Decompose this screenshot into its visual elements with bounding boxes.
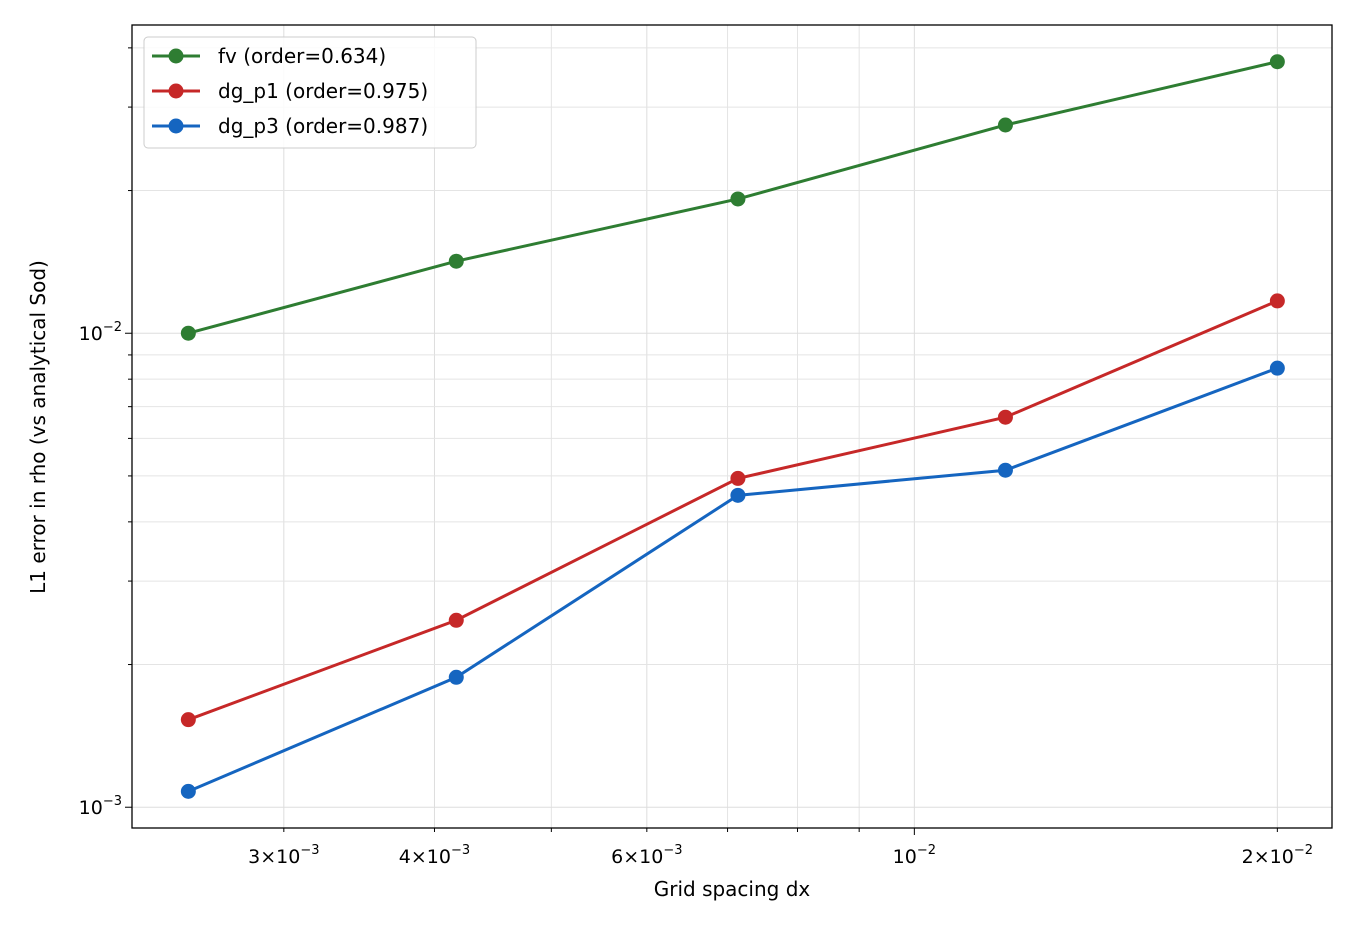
data-point <box>180 712 196 728</box>
plot-frame <box>131 24 1333 829</box>
series-line-1 <box>187 299 1278 722</box>
x-tick-label: 10−2 <box>893 843 936 868</box>
legend-marker <box>168 83 184 99</box>
legend: fv (order=0.634) dg_p1 (order=0.975) dg_p3… <box>143 36 477 149</box>
data-point <box>730 487 746 503</box>
y-tick-label: 10−2 <box>79 320 122 345</box>
legend-marker <box>168 48 184 64</box>
x-axis-label: Grid spacing dx <box>654 877 811 901</box>
data-point <box>448 612 464 628</box>
x-tick-label: 3×10−3 <box>248 843 319 868</box>
data-point <box>1269 293 1285 309</box>
data-point <box>448 669 464 685</box>
data-point <box>997 462 1013 478</box>
y-tick-label: 10−3 <box>79 794 122 819</box>
legend-label: fv (order=0.634) <box>218 44 386 68</box>
data-point <box>1269 54 1285 70</box>
series-line-2 <box>187 366 1278 793</box>
grid <box>132 25 1332 828</box>
data-point <box>448 253 464 269</box>
x-tick-label: 6×10−3 <box>611 843 682 868</box>
legend-marker <box>168 118 184 134</box>
data-point <box>730 191 746 207</box>
data-point <box>997 117 1013 133</box>
data-point <box>180 325 196 341</box>
x-tick-label: 2×10−2 <box>1242 843 1313 868</box>
legend-label: dg_p3 (order=0.987) <box>218 114 428 138</box>
x-tick-label: 4×10−3 <box>399 843 470 868</box>
legend-label: dg_p1 (order=0.975) <box>218 79 428 103</box>
series-lines <box>180 54 1285 799</box>
ticks: 3×10−3 4×10−3 6×10−3 10−2 2×10−2 10−3 10−2 <box>79 47 1313 868</box>
legend-box <box>143 36 477 149</box>
data-point <box>730 470 746 486</box>
data-point <box>180 783 196 799</box>
y-axis-label: L1 error in rho (vs analytical Sod) <box>26 260 50 594</box>
data-point <box>1269 360 1285 376</box>
data-point <box>997 409 1013 425</box>
